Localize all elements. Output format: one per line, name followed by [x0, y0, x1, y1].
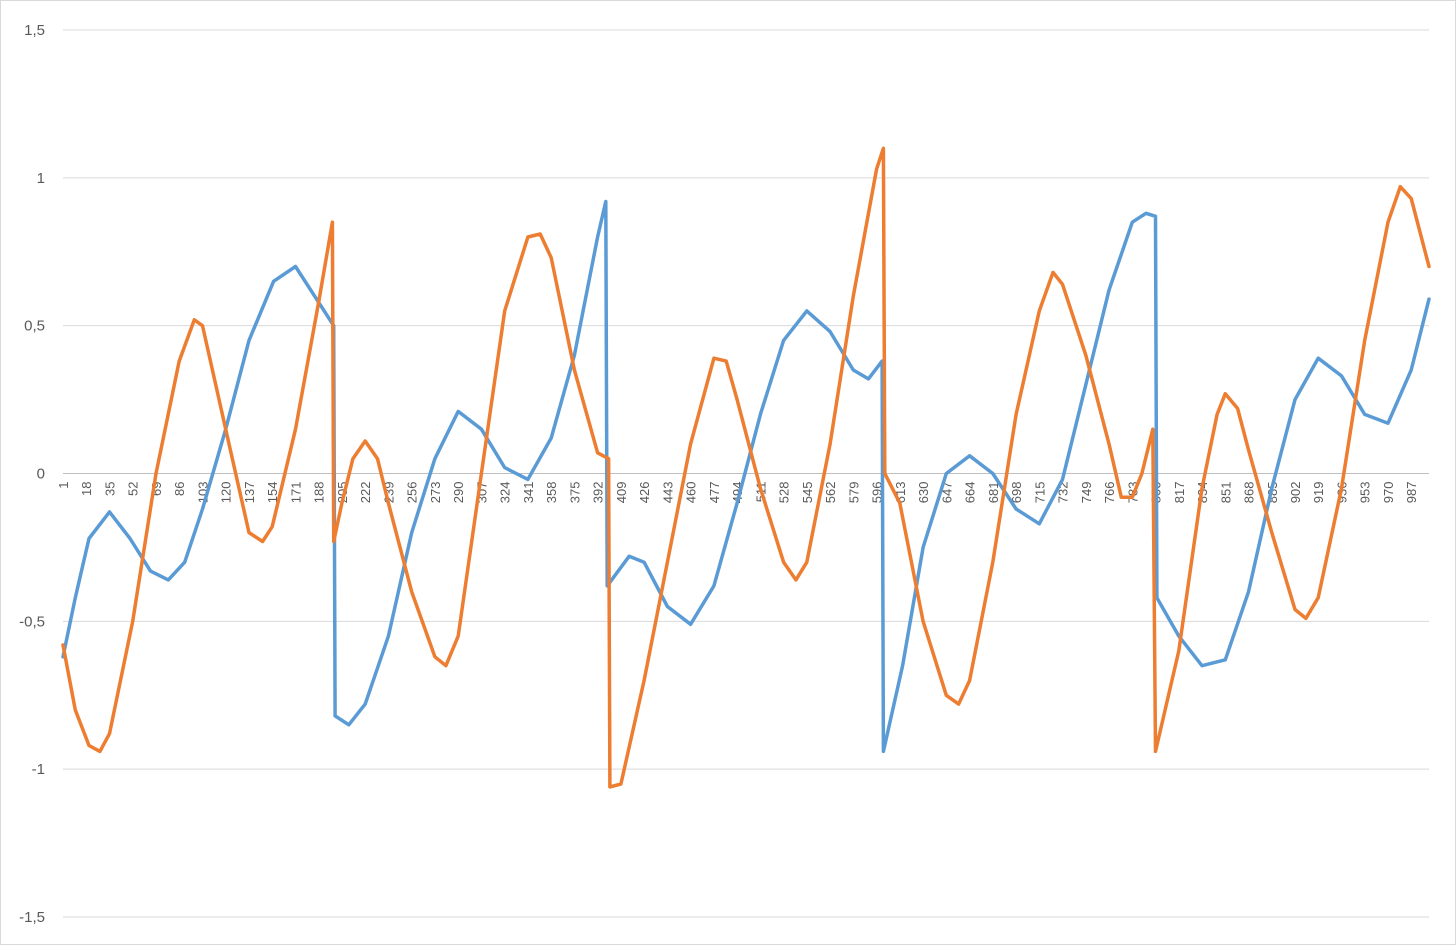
x-tick-label: 86	[172, 482, 187, 496]
y-tick-label: 0	[37, 466, 45, 483]
x-tick-label: 766	[1102, 482, 1117, 504]
x-tick-label: 715	[1032, 482, 1047, 504]
x-tick-label: 120	[219, 482, 234, 504]
x-tick-label: 18	[79, 482, 94, 496]
x-tick-label: 545	[800, 482, 815, 504]
x-tick-label: 256	[405, 482, 420, 504]
x-tick-label: 392	[591, 482, 606, 504]
y-tick-label: 1,5	[24, 22, 45, 39]
x-tick-label: 902	[1288, 482, 1303, 504]
x-tick-label: 681	[986, 482, 1001, 504]
x-tick-label: 137	[242, 482, 257, 504]
x-tick-label: 290	[451, 482, 466, 504]
x-tick-label: 630	[916, 482, 931, 504]
x-tick-label: 477	[707, 482, 722, 504]
series-line-1	[61, 199, 1431, 754]
x-tick-label: 35	[102, 482, 117, 496]
x-tick-label: 953	[1358, 482, 1373, 504]
x-tick-label: 562	[823, 482, 838, 504]
y-tick-label: -1,5	[19, 909, 45, 926]
x-tick-label: 52	[126, 482, 141, 496]
x-tick-label: 375	[567, 482, 582, 504]
x-tick-label: 222	[358, 482, 373, 504]
x-tick-label: 443	[660, 482, 675, 504]
series-line-2	[61, 146, 1431, 789]
x-tick-label: 460	[684, 482, 699, 504]
x-tick-label: 919	[1311, 482, 1326, 504]
x-tick-label: 171	[288, 482, 303, 504]
x-tick-label: 664	[963, 482, 978, 504]
x-tick-label: 409	[614, 482, 629, 504]
x-tick-label: 324	[498, 482, 513, 504]
x-tick-label: 749	[1079, 482, 1094, 504]
x-tick-label: 341	[521, 482, 536, 504]
x-tick-label: 987	[1404, 482, 1419, 504]
x-tick-label: 528	[777, 482, 792, 504]
x-tick-label: 868	[1242, 482, 1257, 504]
x-tick-label: 273	[428, 482, 443, 504]
x-tick-label: 188	[312, 482, 327, 504]
x-tick-label: 970	[1381, 482, 1396, 504]
y-tick-label: -1	[32, 761, 45, 778]
x-tick-label: 358	[544, 482, 559, 504]
x-tick-label: 426	[637, 482, 652, 504]
x-tick-label: 698	[1009, 482, 1024, 504]
y-tick-label: -0,5	[19, 613, 45, 630]
x-tick-label: 851	[1218, 482, 1233, 504]
x-tick-label: 1	[56, 482, 71, 489]
x-tick-label: 579	[846, 482, 861, 504]
x-tick-label: 817	[1172, 482, 1187, 504]
y-tick-label: 1	[37, 170, 45, 187]
y-tick-label: 0,5	[24, 318, 45, 335]
x-tick-label: 154	[265, 482, 280, 504]
